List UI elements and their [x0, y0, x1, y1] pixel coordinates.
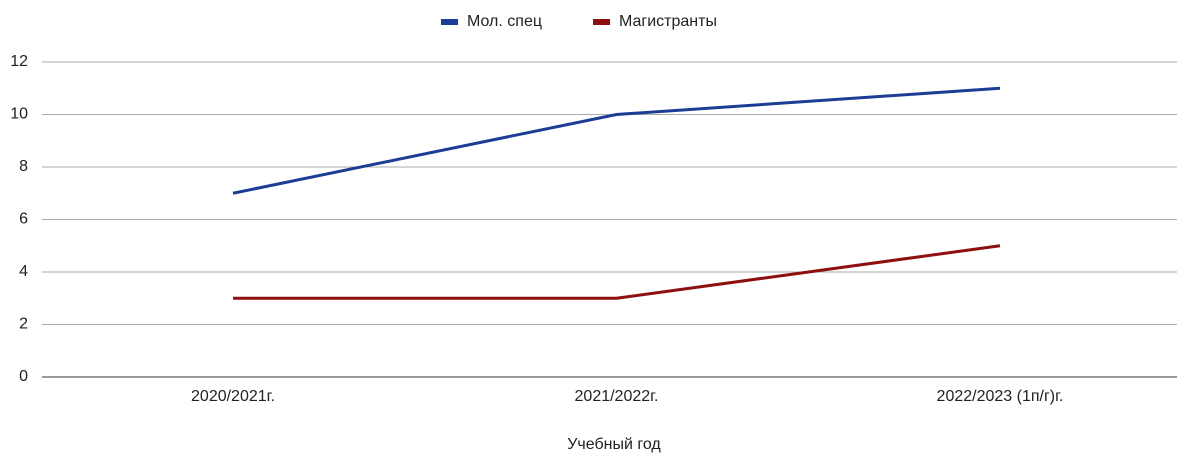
x-tick-label: 2022/2023 (1п/г)г.: [937, 388, 1064, 405]
y-tick-label: 2: [19, 316, 28, 333]
series-line: [233, 244, 1001, 300]
y-tick-label: 10: [10, 106, 28, 123]
y-tick-label: 8: [19, 158, 28, 175]
y-tick-label: 0: [19, 368, 28, 385]
legend-label: Магистранты: [619, 13, 717, 30]
x-tick-label: 2021/2022г.: [575, 388, 659, 405]
series-line: [232, 86, 1001, 195]
y-tick-label: 4: [19, 263, 28, 280]
y-tick-label: 6: [19, 211, 28, 228]
legend-swatch: [593, 19, 610, 25]
legend-swatch: [441, 19, 458, 25]
x-tick-label: 2020/2021г.: [191, 388, 275, 405]
x-axis-label: Учебный год: [567, 436, 661, 453]
legend-label: Мол. спец: [467, 13, 542, 30]
y-tick-label: 12: [10, 53, 28, 70]
